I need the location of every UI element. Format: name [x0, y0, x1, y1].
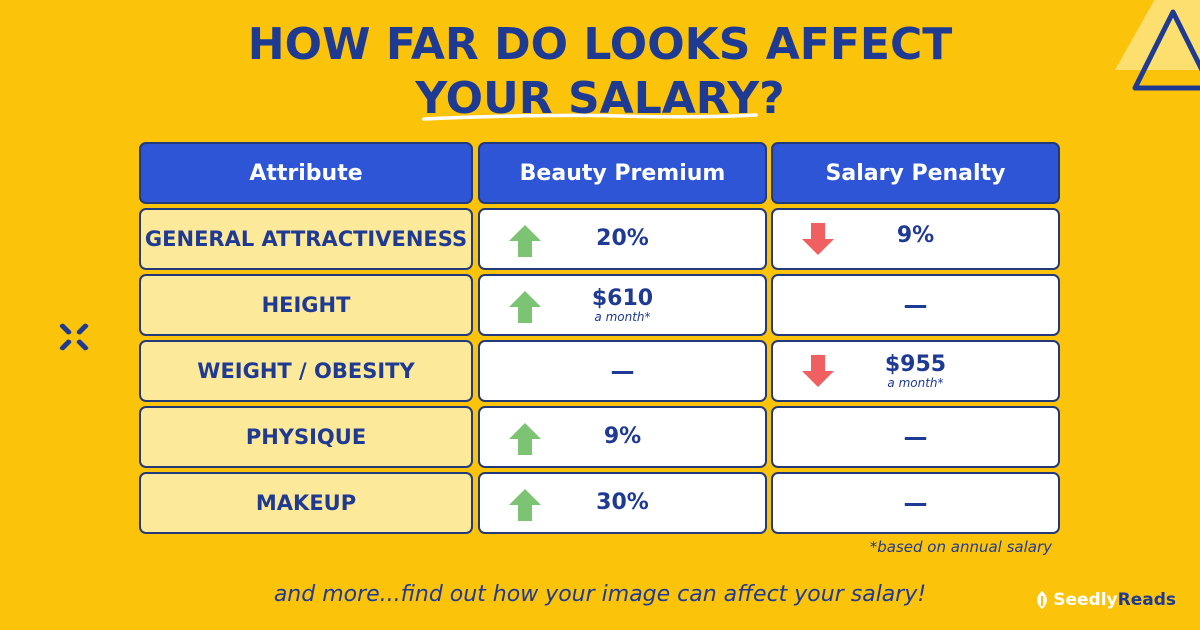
empty-dash: — [903, 423, 928, 451]
down-arrow-icon [802, 223, 834, 255]
logo-suffix: Reads [1117, 590, 1176, 610]
header-salary-penalty: Salary Penalty [771, 142, 1060, 204]
attribute-cell: PHYSIQUE [139, 406, 473, 468]
penalty-cell: — [771, 406, 1060, 468]
premium-value: $610 [591, 285, 654, 311]
penalty-cell: — [771, 472, 1060, 534]
penalty-cell: $955 a month* [771, 340, 1060, 402]
footnote: *based on annual salary [869, 538, 1052, 556]
penalty-value: $955 [884, 351, 947, 377]
attribute-cell: MAKEUP [139, 472, 473, 534]
attribute-cell: WEIGHT / OBESITY [139, 340, 473, 402]
premium-cell: 30% [478, 472, 767, 534]
penalty-value: 9% [896, 223, 935, 248]
title-underline [422, 113, 758, 121]
triangle-decoration [1115, 0, 1200, 91]
premium-cell: 9% [478, 406, 767, 468]
seed-icon [1037, 591, 1048, 609]
premium-value: 30% [596, 490, 649, 515]
premium-value: 20% [596, 226, 649, 251]
seedly-reads-logo: Seedly Reads [1034, 590, 1176, 610]
empty-dash: — [610, 357, 635, 385]
premium-value: 9% [603, 424, 642, 449]
penalty-cell: 9% [771, 208, 1060, 270]
premium-cell: $610 a month* [478, 274, 767, 336]
down-arrow-icon [802, 355, 834, 387]
penalty-cell: — [771, 274, 1060, 336]
premium-cell: 20% [478, 208, 767, 270]
logo-brand: Seedly [1053, 590, 1118, 610]
empty-dash: — [903, 489, 928, 517]
attribute-cell: GENERAL ATTRACTIVENESS [139, 208, 473, 270]
x-mark-icon [59, 323, 89, 351]
up-arrow-icon [509, 489, 541, 521]
empty-dash: — [903, 291, 928, 319]
up-arrow-icon [509, 225, 541, 257]
premium-cell: — [478, 340, 767, 402]
penalty-note: a month* [887, 375, 944, 390]
header-attribute: Attribute [139, 142, 473, 204]
up-arrow-icon [509, 291, 541, 323]
title-line-1: HOW FAR DO LOOKS AFFECT [247, 19, 953, 70]
up-arrow-icon [509, 423, 541, 455]
header-beauty-premium: Beauty Premium [478, 142, 767, 204]
attribute-cell: HEIGHT [139, 274, 473, 336]
tagline: and more...find out how your image can a… [273, 582, 927, 607]
premium-note: a month* [594, 309, 651, 324]
